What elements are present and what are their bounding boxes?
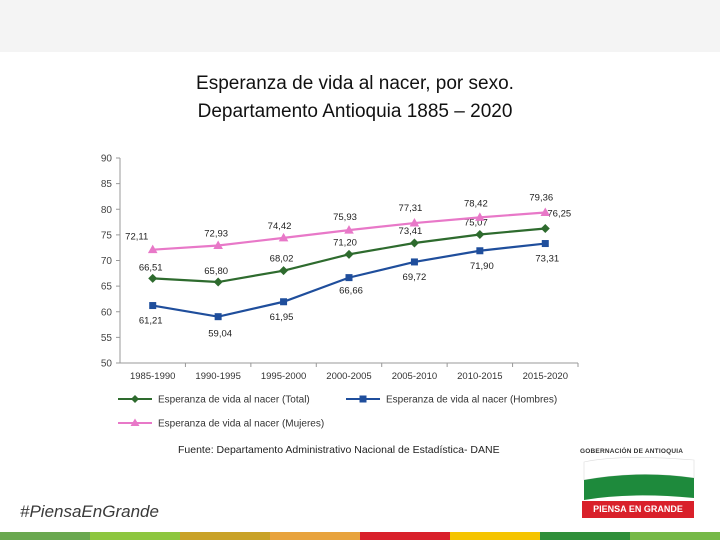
data-point-total: [148, 273, 158, 283]
x-tick-label: 1995-2000: [261, 371, 306, 382]
color-stripe-segment-7: [630, 532, 720, 540]
color-stripe: [0, 532, 720, 540]
y-tick-label: 60: [101, 307, 113, 318]
color-stripe-segment-5: [450, 532, 540, 540]
legend-label: Esperanza de vida al nacer (Total): [158, 395, 310, 406]
y-tick-label: 55: [101, 333, 113, 344]
legend-marker-mujeres: [130, 418, 140, 426]
data-label: 59,04: [208, 329, 232, 340]
data-point-hombres: [149, 302, 157, 310]
data-point-total: [344, 249, 354, 259]
title-line-2: Departamento Antioquia 1885 – 2020: [197, 101, 513, 122]
x-tick-label: 2005-2010: [392, 371, 437, 382]
data-point-hombres: [345, 274, 353, 282]
data-point-total: [409, 238, 419, 248]
data-point-mujeres: [409, 218, 420, 227]
x-tick-label: 2000-2005: [326, 371, 371, 382]
data-label: 72,93: [204, 228, 228, 239]
data-point-mujeres: [344, 225, 354, 234]
data-label: 69,72: [403, 272, 427, 283]
color-stripe-segment-2: [180, 532, 270, 540]
slide-title: Esperanza de vida al nacer, por sexo. De…: [0, 70, 710, 126]
x-tick-label: 2010-2015: [457, 371, 502, 382]
hashtag-text: #PiensaEnGrande: [20, 502, 159, 521]
legend-label: Esperanza de vida al nacer (Mujeres): [158, 419, 324, 430]
data-point-mujeres: [540, 207, 551, 217]
data-point-hombres: [541, 240, 549, 248]
source-note: Fuente: Departamento Administrativo Naci…: [178, 444, 500, 456]
data-label: 65,80: [204, 266, 228, 277]
data-label: 61,21: [139, 316, 163, 327]
data-point-hombres: [410, 258, 418, 266]
data-point-total: [213, 277, 223, 287]
data-label: 73,41: [399, 226, 423, 237]
color-stripe-segment-4: [360, 532, 450, 540]
data-label: 75,93: [333, 212, 357, 223]
data-label: 77,31: [399, 203, 423, 214]
data-point-mujeres: [475, 212, 485, 221]
y-tick-label: 80: [101, 205, 113, 216]
data-label: 71,20: [333, 237, 357, 248]
legend-label: Esperanza de vida al nacer (Hombres): [386, 395, 557, 406]
data-label: 71,90: [470, 261, 494, 272]
y-tick-label: 65: [101, 282, 113, 293]
data-label: 72,11: [125, 232, 148, 243]
data-point-mujeres: [213, 240, 223, 249]
logo-slogan: PIENSA EN GRANDE: [582, 501, 694, 518]
x-tick-label: 1990-1995: [195, 371, 240, 382]
color-stripe-segment-1: [90, 532, 180, 540]
legend-marker-hombres: [359, 395, 367, 403]
data-point-mujeres: [278, 232, 289, 242]
data-label: 79,36: [529, 193, 553, 204]
logo-name: GOBERNACIÓN DE ANTIOQUIA: [580, 448, 684, 455]
data-label: 78,42: [464, 198, 488, 209]
data-point-total: [540, 223, 550, 233]
data-label: 61,95: [270, 312, 294, 323]
data-point-hombres: [214, 313, 222, 321]
data-label: 73,31: [535, 254, 559, 265]
data-point-total: [279, 266, 289, 276]
y-tick-label: 70: [101, 256, 113, 267]
y-tick-label: 90: [101, 154, 113, 165]
data-label: 74,42: [268, 221, 292, 232]
data-point-mujeres: [147, 244, 158, 254]
data-label: 76,25: [547, 208, 571, 219]
data-label: 68,02: [270, 254, 294, 265]
y-tick-label: 85: [101, 179, 113, 190]
legend-marker-total: [131, 395, 139, 403]
data-point-hombres: [476, 247, 484, 255]
y-tick-label: 50: [101, 359, 113, 370]
color-stripe-segment-3: [270, 532, 360, 540]
header-band: [0, 0, 720, 52]
data-point-hombres: [280, 298, 288, 306]
x-tick-label: 2015-2020: [523, 371, 568, 382]
life-expectancy-chart: 50 55 60 65 70 75 80 85 90 1985-1990 1990-1995 1995…: [101, 154, 579, 430]
data-label: 66,66: [339, 286, 363, 297]
data-label: 75,07: [464, 218, 488, 229]
title-line-1: Esperanza de vida al nacer, por sexo.: [196, 73, 514, 94]
data-label: 66,51: [139, 262, 163, 273]
antioquia-flag-icon: [583, 457, 695, 500]
color-stripe-segment-6: [540, 532, 630, 540]
data-point-total: [475, 230, 485, 240]
y-tick-label: 75: [101, 230, 113, 241]
color-stripe-segment-0: [0, 532, 90, 540]
x-tick-label: 1985-1990: [130, 371, 175, 382]
gobernacion-logo: GOBERNACIÓN DE ANTIOQUIA PIENSA EN GRAND…: [580, 440, 698, 522]
